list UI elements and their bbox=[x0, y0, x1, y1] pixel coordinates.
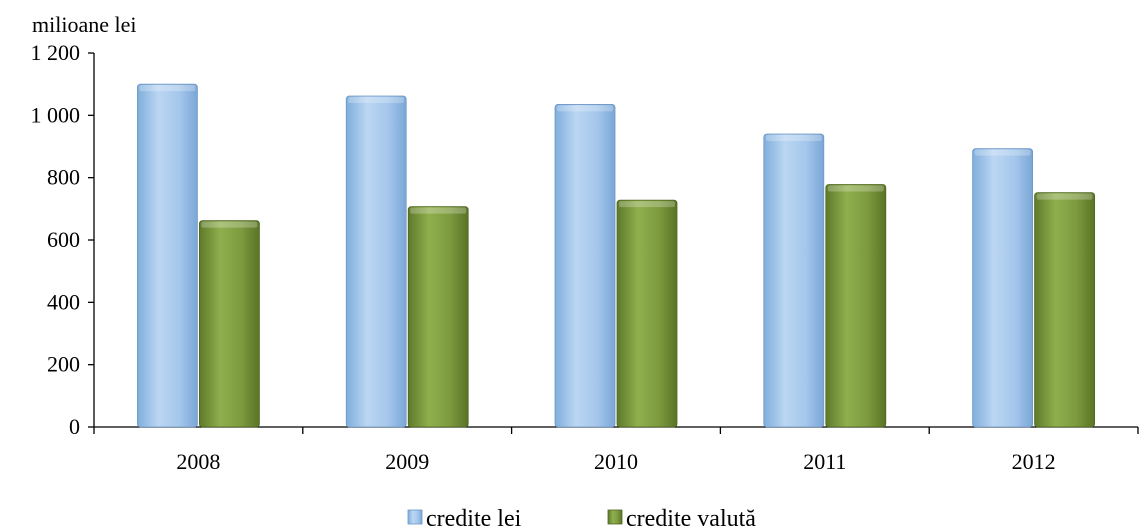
bar-highlight bbox=[557, 105, 613, 112]
bar-highlight bbox=[1036, 193, 1093, 200]
bar-credite-lei bbox=[763, 133, 825, 428]
y-axis: 0 200 400 600 800 1 000 1 200 bbox=[31, 40, 95, 439]
bar-highlight bbox=[974, 149, 1031, 156]
bar-highlight bbox=[139, 85, 196, 92]
bar-credite-valuta bbox=[1034, 192, 1095, 428]
y-tick-label: 200 bbox=[47, 352, 80, 377]
y-tick-label: 1 200 bbox=[31, 40, 81, 65]
x-tick-label: 2012 bbox=[1012, 449, 1056, 474]
bars-group bbox=[136, 83, 1095, 428]
x-tick-label: 2009 bbox=[385, 449, 429, 474]
legend-swatch bbox=[407, 509, 423, 525]
y-tick-label: 0 bbox=[69, 414, 80, 439]
y-tick-label: 600 bbox=[47, 227, 80, 252]
bar-highlight bbox=[410, 207, 467, 214]
y-tick-label: 400 bbox=[47, 289, 80, 314]
bar-highlight bbox=[619, 201, 675, 208]
y-tick-label: 800 bbox=[47, 165, 80, 190]
x-axis: 2008 2009 2010 2011 2012 bbox=[93, 426, 1139, 474]
bar-highlight bbox=[201, 221, 258, 228]
legend-label: credite valută bbox=[626, 506, 756, 530]
bar-credite-valuta bbox=[616, 199, 678, 428]
bar-credite-lei bbox=[972, 148, 1033, 428]
bar-credite-valuta bbox=[407, 206, 469, 428]
bar-highlight bbox=[348, 97, 405, 104]
legend-label: credite lei bbox=[426, 506, 522, 530]
bar-credite-lei bbox=[345, 95, 407, 428]
bar-credite-valuta bbox=[825, 184, 887, 428]
bar-credite-valuta bbox=[198, 220, 260, 428]
x-tick-label: 2008 bbox=[176, 449, 220, 474]
bar-credite-lei bbox=[136, 83, 198, 428]
bar-highlight bbox=[765, 135, 822, 142]
bar-highlight bbox=[827, 185, 884, 192]
legend: credite lei credite valută bbox=[407, 506, 756, 530]
y-axis-unit-label: milioane lei bbox=[32, 12, 136, 37]
bar-credite-lei bbox=[554, 104, 616, 428]
y-tick-label: 1 000 bbox=[31, 102, 81, 127]
legend-swatch bbox=[607, 509, 623, 525]
x-tick-label: 2011 bbox=[803, 449, 846, 474]
x-tick-label: 2010 bbox=[594, 449, 638, 474]
